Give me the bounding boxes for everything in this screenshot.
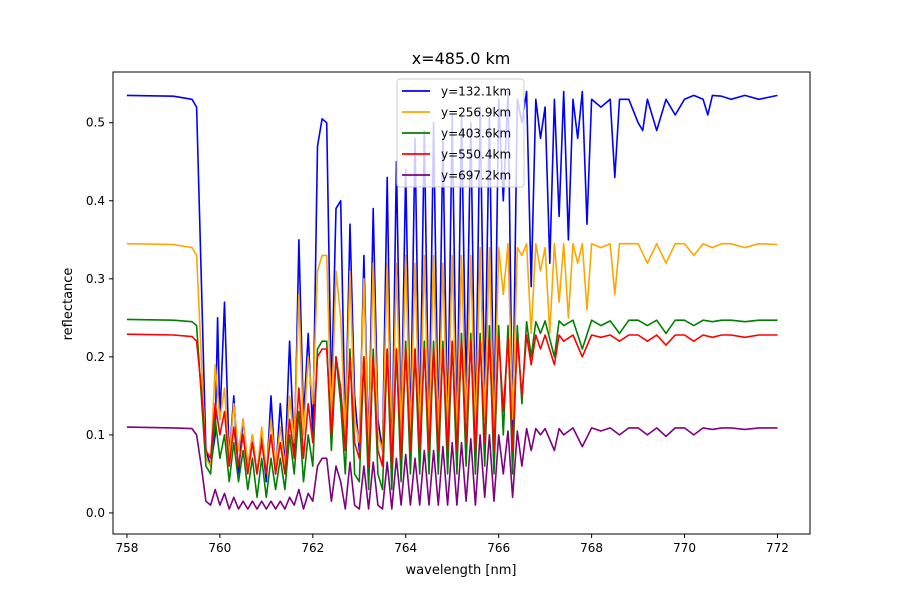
x-tick-label: 772	[766, 541, 789, 555]
series-line-5	[126, 426, 778, 510]
plot-lines	[126, 90, 778, 510]
legend-box	[396, 78, 525, 188]
x-tick-label: 768	[580, 541, 603, 555]
x-tick-label: 766	[487, 541, 510, 555]
y-tick-label: 0.3	[86, 272, 105, 286]
x-axis-ticks: 758 760 762 764 766 768 770 772	[115, 534, 789, 555]
legend-label-5: y=697.2km	[441, 169, 511, 183]
series-line-4	[126, 333, 778, 475]
series-line-3	[126, 318, 778, 499]
y-tick-label: 0.4	[86, 194, 105, 208]
x-axis-label: wavelength [nm]	[406, 563, 517, 578]
legend: y=132.1km y=256.9km y=403.6km y=550.4km y=69…	[396, 78, 525, 188]
legend-label-4: y=550.4km	[441, 148, 511, 162]
y-tick-label: 0.2	[86, 350, 105, 364]
y-axis-ticks: 0.0 0.1 0.2 0.3 0.4 0.5	[86, 116, 113, 520]
y-tick-label: 0.5	[86, 116, 105, 130]
x-tick-label: 770	[673, 541, 696, 555]
y-tick-label: 0.1	[86, 428, 105, 442]
legend-label-2: y=256.9km	[441, 106, 511, 120]
x-tick-label: 762	[301, 541, 324, 555]
y-tick-label: 0.0	[86, 506, 105, 520]
legend-label-3: y=403.6km	[441, 127, 511, 141]
x-tick-label: 764	[394, 541, 417, 555]
chart-title: x=485.0 km	[412, 49, 511, 68]
y-axis-label: reflectance	[61, 268, 76, 341]
axes-frame	[112, 71, 811, 535]
x-tick-label: 760	[208, 541, 231, 555]
x-tick-label: 758	[115, 541, 138, 555]
legend-label-1: y=132.1km	[441, 85, 511, 99]
